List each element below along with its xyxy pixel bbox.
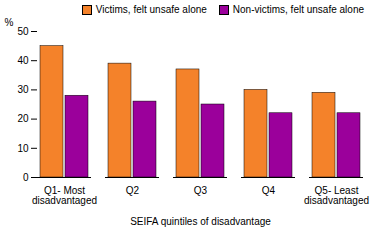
svg-text:Q5- Leastdisadvantaged: Q5- Leastdisadvantaged (304, 185, 369, 206)
svg-text:30: 30 (17, 84, 29, 95)
svg-text:50: 50 (17, 26, 29, 37)
svg-text:Q3: Q3 (194, 185, 208, 196)
svg-text:0: 0 (23, 172, 29, 183)
svg-text:Q2: Q2 (126, 185, 140, 196)
svg-text:Q4: Q4 (262, 185, 276, 196)
svg-text:%: % (5, 17, 14, 28)
svg-text:40: 40 (17, 55, 29, 66)
svg-text:Q1- Mostdisadvantaged: Q1- Mostdisadvantaged (32, 185, 97, 206)
svg-text:20: 20 (17, 113, 29, 124)
html-text:Victims, felt unsafe alone: Victims, felt unsafe alone (95, 4, 207, 15)
svg-text:10: 10 (17, 143, 29, 154)
svg-text:SEIFA quintiles of disadvantag: SEIFA quintiles of disadvantage (130, 216, 271, 227)
html-text:Non-victims, felt unsafe alone: Non-victims, felt unsafe alone (232, 4, 364, 15)
